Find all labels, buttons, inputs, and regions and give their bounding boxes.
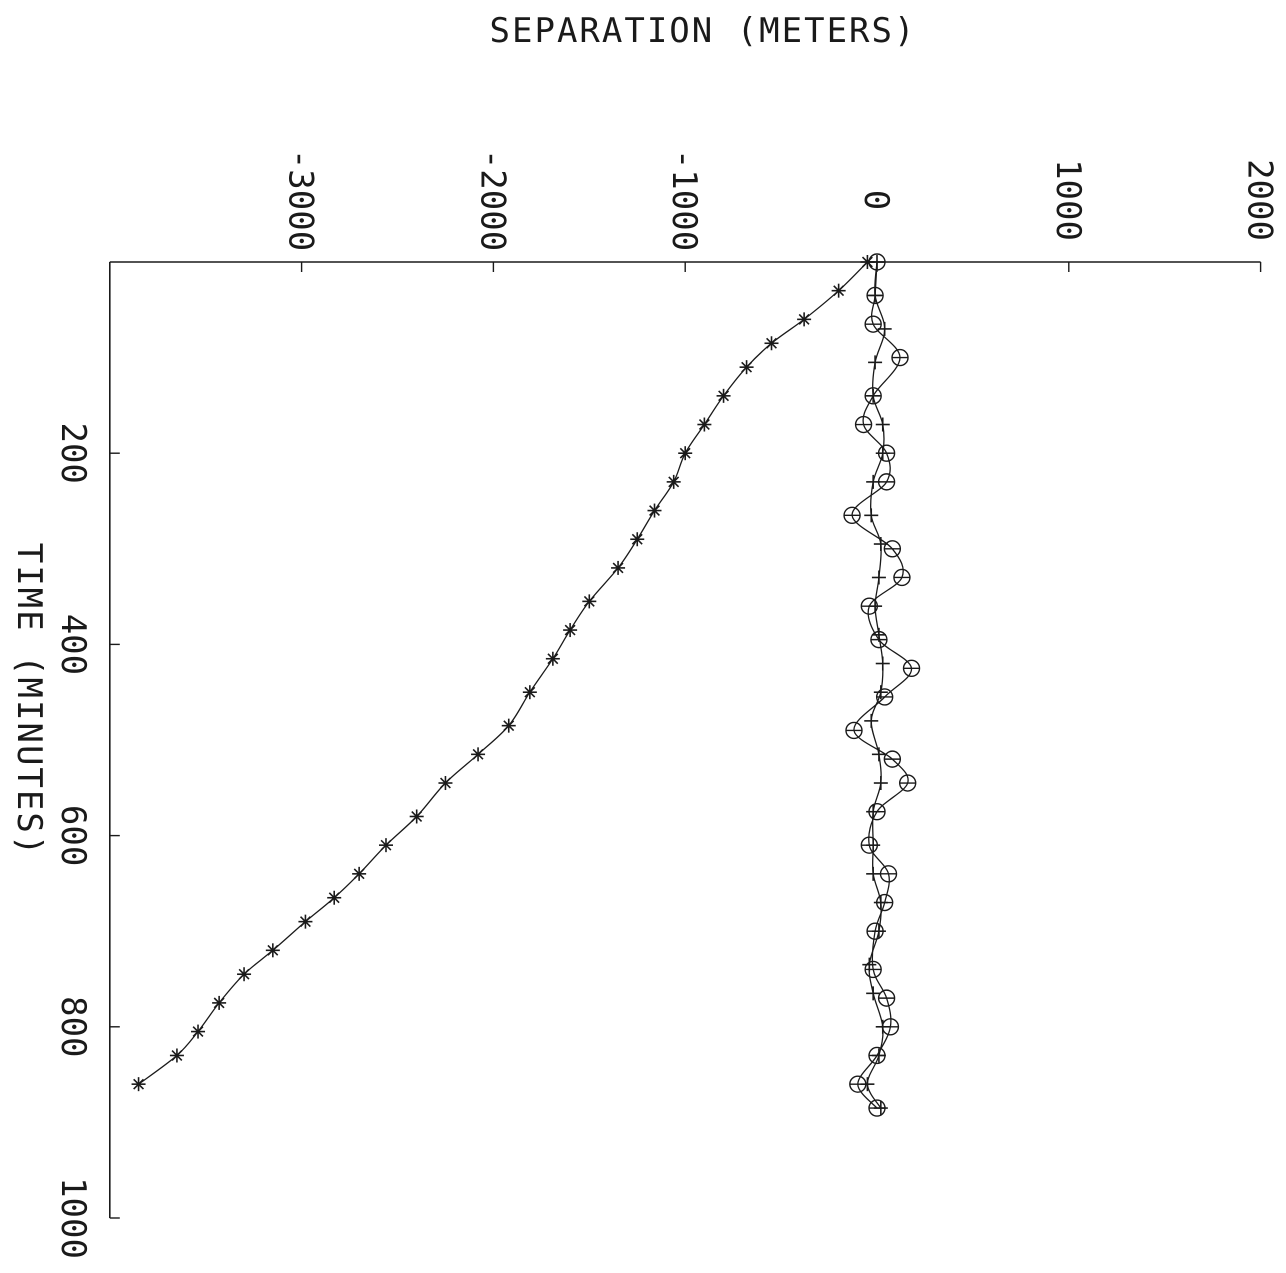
plus-marker: [866, 474, 881, 489]
circle-marker: [891, 348, 909, 367]
time-tick-label: 200: [53, 422, 93, 483]
chart-marks: [131, 253, 921, 1117]
plus-marker: [862, 957, 877, 972]
asterisk-marker: [630, 532, 645, 547]
asterisk-marker: [265, 943, 280, 958]
separation-tick-label: -1000: [664, 149, 704, 251]
separation-tick-label: 2000: [1240, 159, 1280, 241]
separation-tick-label: 1000: [1048, 159, 1088, 241]
time-tick-label: 400: [53, 614, 93, 675]
asterisk-marker: [582, 594, 597, 609]
plus-marker: [864, 713, 879, 728]
plus-marker: [868, 355, 883, 370]
separation-tick-label: -3000: [281, 149, 321, 251]
plus-marker: [873, 895, 888, 910]
circle-marker: [893, 568, 911, 587]
plus-marker: [873, 685, 888, 700]
plus-marker: [875, 1019, 890, 1034]
circle-marker: [864, 315, 882, 333]
plus-marker: [866, 986, 881, 1001]
plus-marker: [875, 656, 890, 671]
plus-marker: [866, 866, 881, 881]
y-axis-label: SEPARATION (METERS): [490, 11, 917, 51]
circle-marker: [845, 721, 863, 740]
asterisk-marker: [545, 651, 560, 666]
asterisk-marker: [611, 560, 626, 575]
asterisk-marker: [131, 1077, 146, 1092]
time-tick-label: 600: [53, 805, 93, 866]
plus-marker: [873, 537, 888, 552]
plus-marker: [866, 804, 881, 819]
asterisk-marker: [471, 747, 486, 762]
circle-marker: [902, 659, 921, 677]
circle-marker: [877, 473, 896, 491]
plus-marker: [866, 838, 881, 853]
plus-marker: [873, 1101, 888, 1116]
circle-marker: [877, 989, 896, 1007]
plus-marker: [871, 924, 886, 939]
asterisk-marker: [647, 503, 662, 518]
asterisk-marker: [797, 312, 812, 327]
plus-marker: [870, 255, 884, 269]
asterisk-marker: [409, 809, 424, 824]
plus-marker: [868, 599, 883, 614]
axes: -3000 -2000 -1000 0 1000 2000 200 400 600 800 1000: [53, 149, 1280, 1259]
asterisk-marker: [716, 388, 731, 403]
circle-marker: [883, 750, 902, 768]
series-plus: [860, 255, 892, 1116]
time-tick-label: 1000: [53, 1177, 93, 1259]
circle-marker: [898, 774, 917, 792]
plus-marker: [877, 321, 892, 336]
asterisk-marker: [191, 1024, 206, 1039]
plus-marker: [860, 1077, 875, 1092]
asterisk-marker: [352, 866, 367, 881]
plus-marker: [875, 446, 890, 461]
separation-tick-label: -2000: [472, 149, 512, 251]
asterisk-marker: [212, 995, 227, 1010]
asterisk-marker: [438, 776, 453, 791]
asterisk-marker: [764, 336, 779, 351]
asterisk-marker: [169, 1048, 184, 1063]
plus-marker: [864, 508, 879, 523]
circle-marker: [864, 960, 882, 979]
asterisk-marker: [697, 417, 712, 432]
x-axis-label: TIME (MINUTES): [9, 543, 49, 858]
asterisk-marker: [501, 718, 516, 733]
plus-marker: [871, 1048, 886, 1063]
asterisk-marker: [678, 446, 693, 461]
asterisk-marker: [666, 474, 681, 489]
time-tick-label: 800: [53, 996, 93, 1057]
circle-marker: [879, 865, 898, 883]
series-line: [138, 261, 868, 1085]
plus-marker: [873, 776, 888, 791]
asterisk-marker: [563, 623, 578, 638]
plus-marker: [868, 288, 883, 303]
separation-tick-label: 0: [856, 190, 896, 210]
plus-marker: [871, 627, 886, 642]
asterisk-marker: [327, 890, 342, 905]
circle-marker: [843, 506, 861, 525]
asterisk-marker: [298, 914, 313, 929]
asterisk-marker: [831, 283, 846, 298]
circle-marker: [854, 415, 873, 434]
circle-marker: [883, 540, 902, 558]
plus-marker: [871, 747, 886, 762]
plus-marker: [875, 417, 890, 432]
plus-marker: [866, 388, 881, 403]
plus-marker: [871, 570, 886, 585]
asterisk-marker: [739, 360, 754, 375]
asterisk-marker: [378, 838, 393, 853]
series-asterisk: [131, 255, 875, 1092]
asterisk-marker: [237, 967, 252, 982]
asterisk-marker: [522, 685, 537, 700]
